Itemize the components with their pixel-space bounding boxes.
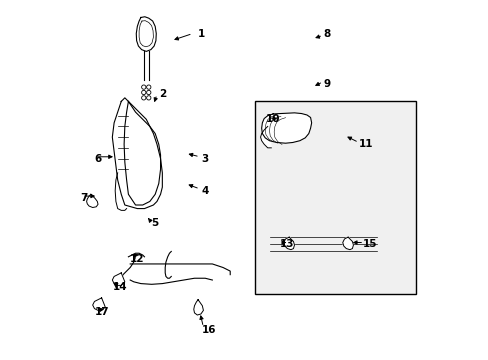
- Text: 5: 5: [151, 218, 159, 228]
- Polygon shape: [283, 237, 294, 249]
- Text: 12: 12: [130, 253, 144, 264]
- Text: 10: 10: [265, 114, 280, 124]
- Text: 13: 13: [280, 239, 294, 249]
- Circle shape: [142, 90, 145, 95]
- Text: 16: 16: [201, 325, 216, 335]
- Text: 8: 8: [323, 28, 330, 39]
- Text: 14: 14: [112, 282, 127, 292]
- Polygon shape: [193, 300, 203, 315]
- Text: 4: 4: [201, 186, 208, 196]
- Text: 3: 3: [201, 154, 208, 163]
- Text: 15: 15: [362, 239, 376, 249]
- Circle shape: [146, 96, 151, 100]
- Text: 2: 2: [159, 89, 166, 99]
- Text: 7: 7: [80, 193, 87, 203]
- Circle shape: [142, 85, 145, 89]
- Polygon shape: [342, 237, 353, 249]
- Circle shape: [146, 90, 151, 95]
- Polygon shape: [261, 113, 311, 143]
- Text: 11: 11: [358, 139, 372, 149]
- Circle shape: [146, 85, 151, 89]
- Polygon shape: [86, 194, 98, 207]
- Polygon shape: [128, 253, 144, 257]
- Bar: [255, 102, 415, 294]
- Text: 6: 6: [94, 154, 102, 163]
- Text: 1: 1: [198, 28, 205, 39]
- Circle shape: [142, 96, 145, 100]
- Polygon shape: [136, 17, 156, 51]
- Polygon shape: [260, 126, 271, 148]
- Polygon shape: [112, 273, 124, 285]
- Text: 17: 17: [94, 307, 109, 317]
- Polygon shape: [93, 298, 105, 310]
- Text: 9: 9: [323, 78, 329, 89]
